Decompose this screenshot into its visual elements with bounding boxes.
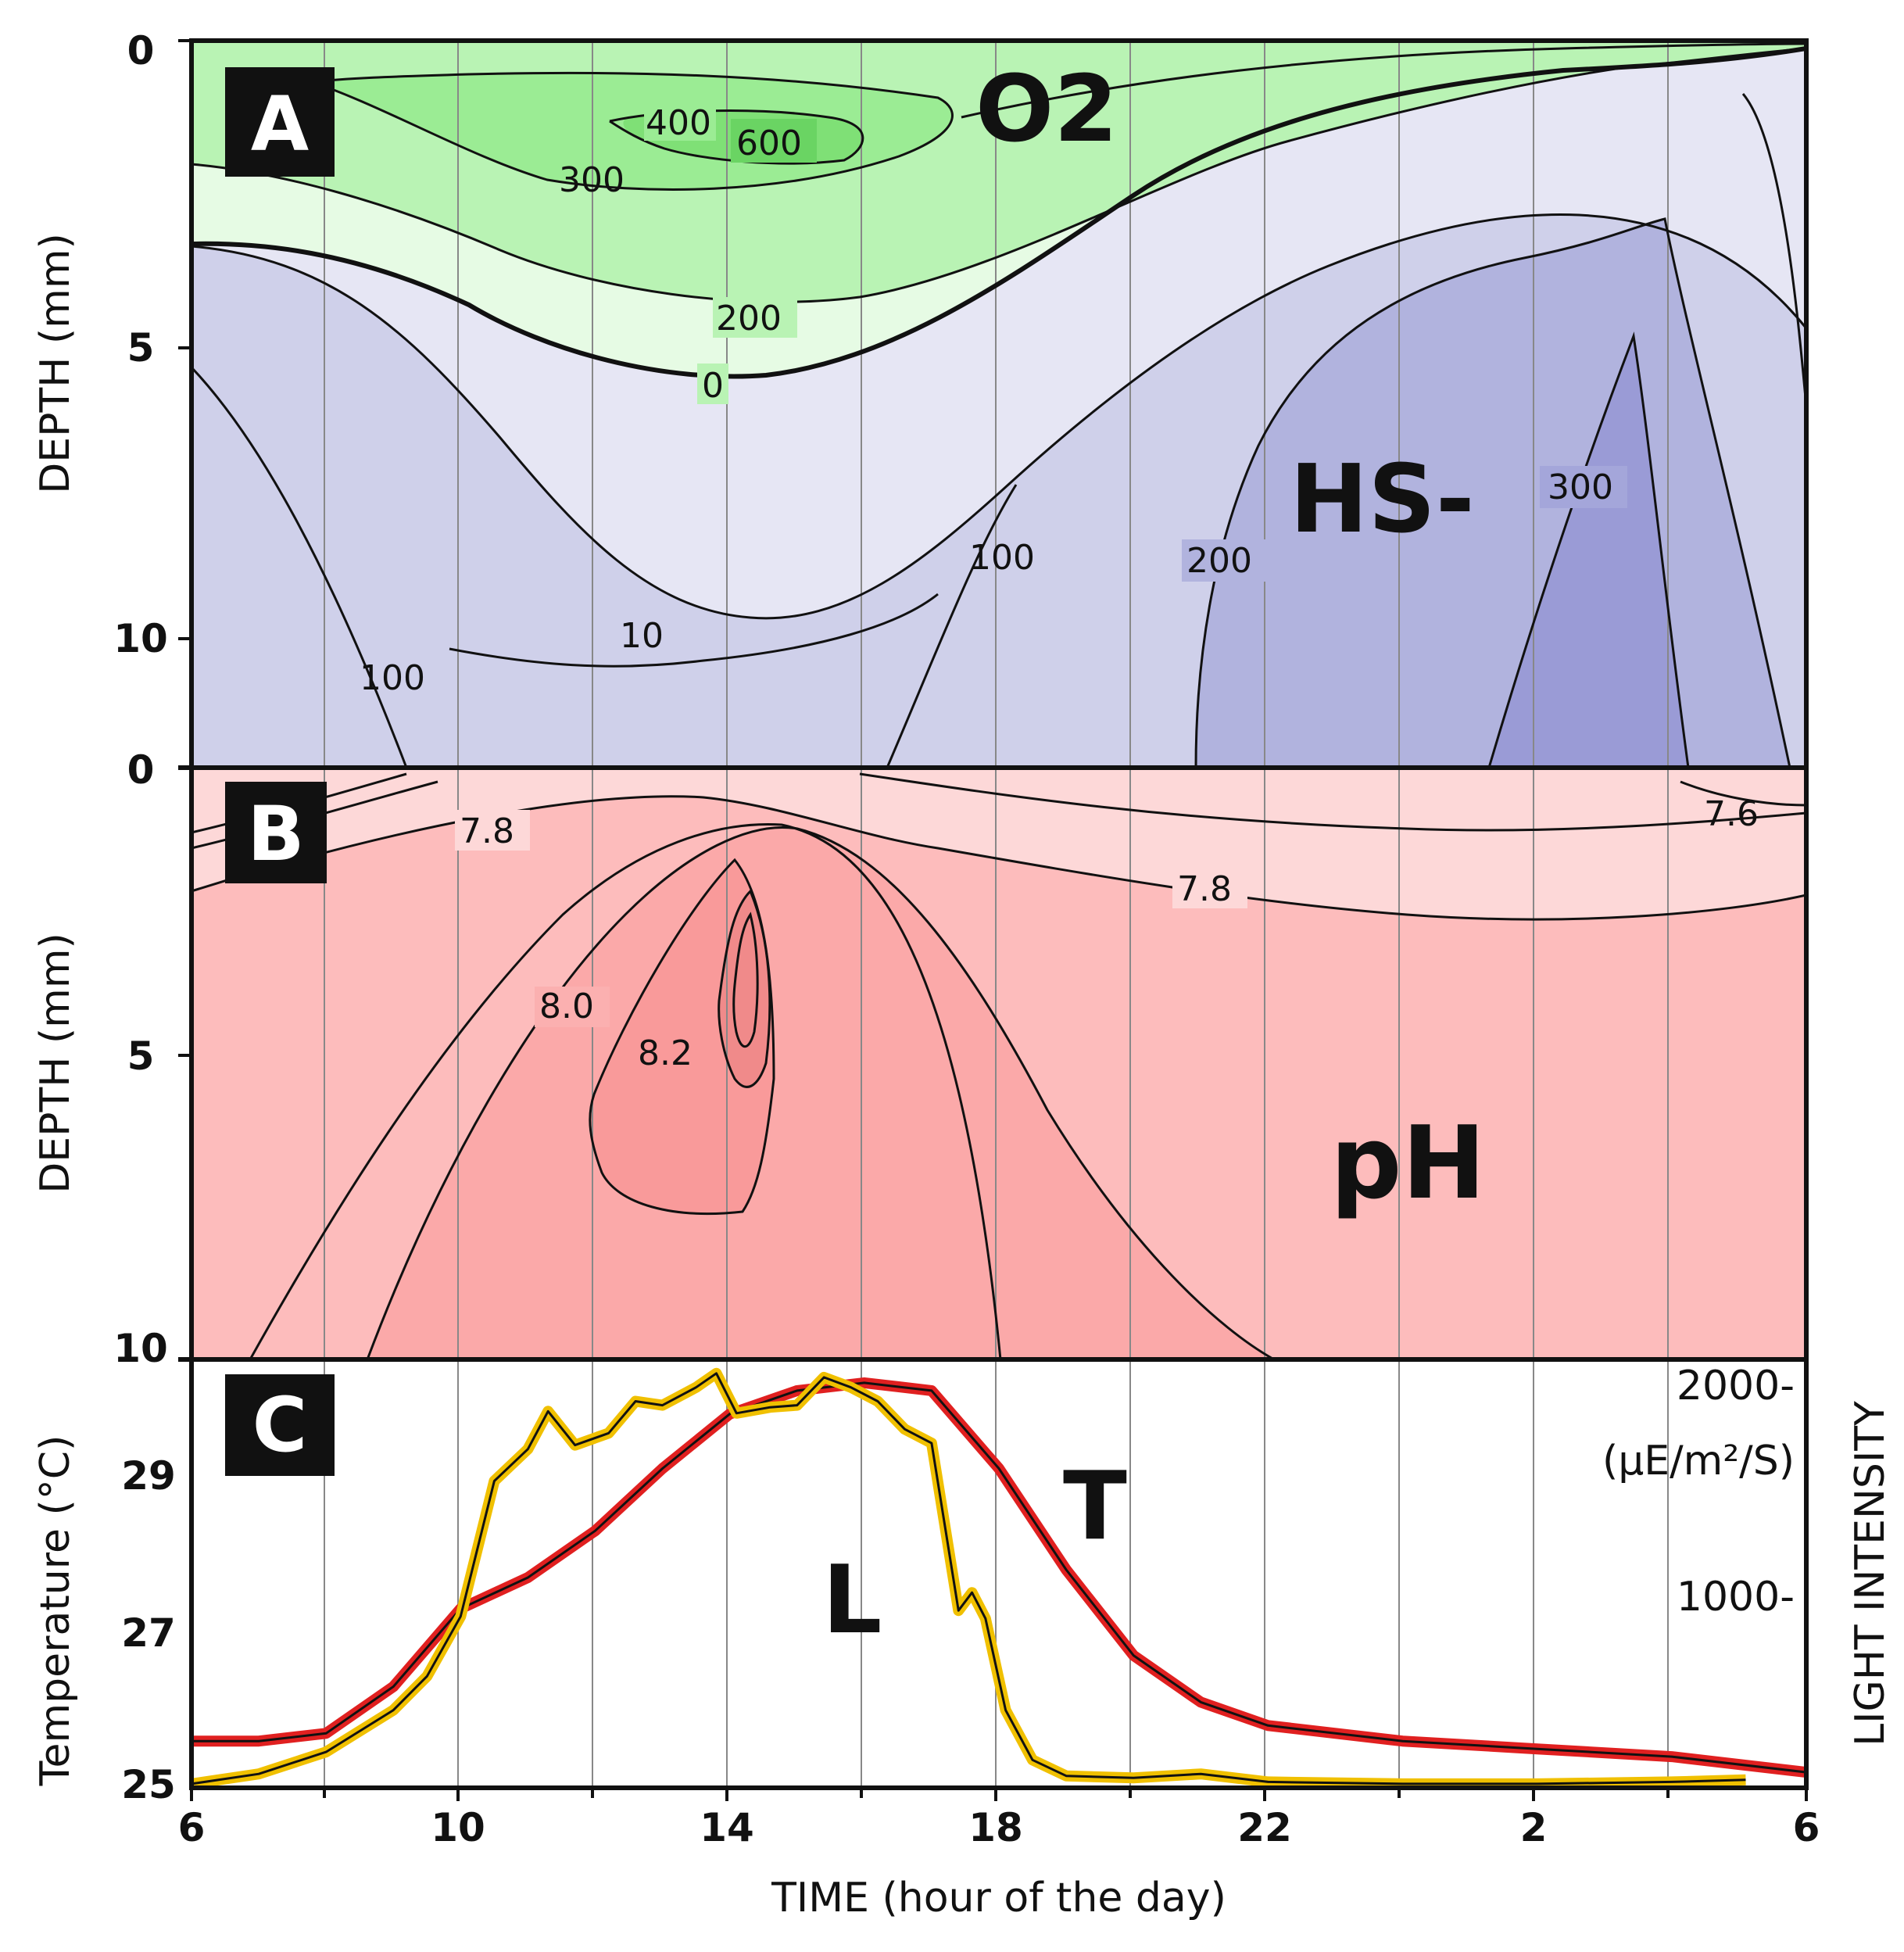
panel-b-contours	[191, 772, 1806, 1359]
ph-fill-82	[718, 891, 770, 1087]
panel-b-ytick-10: 10	[113, 1326, 168, 1371]
panel-a-ytick-0: 0	[127, 28, 155, 73]
light-axis-label: LIGHT INTENSITY	[1847, 1401, 1894, 1746]
outer-frame	[189, 38, 1809, 1790]
panel-c: C T L 29 27 25 Temperature (°C) 2000- (µ…	[32, 1359, 1894, 1922]
ph-variable-label: pH	[1330, 1105, 1486, 1222]
panel-b-ytick-0: 0	[127, 747, 155, 793]
light-tick-1000: 1000-	[1677, 1574, 1795, 1621]
panel-b-ylabel: DEPTH (mm)	[32, 933, 79, 1194]
o2-label-200: 200	[716, 299, 782, 338]
x-tick-6-end: 6	[1793, 1805, 1820, 1850]
frames	[178, 38, 1809, 1801]
x-axis-label: TIME (hour of the day)	[771, 1875, 1226, 1922]
panel-b-letter: B	[247, 790, 304, 878]
panel-a-ytick-10: 10	[113, 616, 168, 661]
ph-label-78-right: 7.8	[1177, 869, 1232, 909]
hs-label-10: 10	[620, 616, 664, 656]
x-tick-14: 14	[700, 1805, 754, 1850]
o2-species-label: O2	[975, 55, 1118, 163]
hs-contour-100-left	[191, 213, 1806, 620]
o2-contour-0	[191, 46, 1806, 379]
o2-label-0: 0	[702, 366, 724, 406]
o2-contour-200	[191, 47, 1806, 303]
x-tick-18: 18	[968, 1805, 1023, 1850]
panel-c-letter: C	[252, 1381, 307, 1469]
series-l-line	[191, 1372, 1746, 1785]
panel-a-ytick-5: 5	[127, 325, 155, 371]
bottom-tick-marks	[190, 1788, 1808, 1801]
series-t-line	[191, 1381, 1807, 1774]
ph-contour-76-right	[1680, 780, 1806, 807]
o2-label-300: 300	[559, 160, 625, 200]
hs-contour-10-mid	[449, 593, 939, 668]
light-unit: (µE/m²/S)	[1602, 1438, 1795, 1485]
panel-a-letter: A	[251, 81, 309, 168]
ph-label-82: 8.2	[638, 1033, 693, 1073]
ph-fill-8	[367, 827, 1274, 1359]
o2-label-600: 600	[736, 124, 802, 163]
temp-tick-25: 25	[121, 1762, 176, 1807]
x-tick-2: 2	[1520, 1805, 1548, 1850]
temp-axis-label: Temperature (°C)	[32, 1435, 79, 1787]
ph-contour-78-left	[191, 795, 1806, 921]
panel-a-ylabel: DEPTH (mm)	[32, 233, 79, 494]
panel-b-letter-box	[225, 782, 327, 883]
ph-contour-8	[366, 826, 1275, 1359]
panel-a-fills	[191, 41, 1806, 768]
panel-b-contour-labels: 7.8 7.8 7.6 8.0 8.2	[455, 794, 1759, 1073]
hs-contour-100-mid	[886, 484, 1018, 768]
hs-label-300: 300	[1548, 467, 1613, 507]
series-label-t: T	[1063, 1452, 1127, 1561]
panel-a-contour-labels: 400 600 300 200 0 10 100 100 200 300	[360, 103, 1627, 698]
ph-label-76: 7.6	[1704, 794, 1759, 834]
panel-a-letter-box	[225, 67, 335, 177]
x-tick-10: 10	[431, 1805, 485, 1850]
ph-label-80: 8.0	[539, 987, 594, 1026]
ph-contour-82	[718, 889, 771, 1088]
ph-contour-78-mid	[859, 772, 1806, 832]
o2-label-400: 400	[646, 103, 711, 143]
series-label-l: L	[822, 1546, 882, 1655]
hs-species-label: HS-	[1290, 446, 1475, 554]
hs-contour-300	[1487, 331, 1690, 768]
ph-contour-83	[732, 912, 759, 1048]
panel-a-contours	[191, 42, 1806, 768]
hs-label-200: 200	[1186, 541, 1252, 581]
light-tick-2000: 2000-	[1677, 1363, 1795, 1409]
ph-label-78-left: 7.8	[460, 811, 514, 851]
hs-label-100-left: 100	[360, 658, 425, 698]
left-tick-marks	[178, 39, 191, 1057]
temp-tick-27: 27	[121, 1610, 176, 1656]
ph-contour-8-inner	[589, 858, 775, 1215]
hs-fill-300	[1489, 336, 1688, 768]
hs-label-100-mid: 100	[969, 538, 1035, 578]
panel-b: 7.8 7.8 7.6 8.0 8.2 pH B 0 5 10 DEPTH (m…	[32, 747, 1806, 1371]
panel-b-fills	[191, 768, 1806, 1359]
panel-a: 400 600 300 200 0 10 100 100 200 300 O2 …	[32, 28, 1806, 768]
x-tick-22: 22	[1237, 1805, 1292, 1850]
panel-c-series	[190, 1367, 1807, 1789]
panel-b-ytick-5: 5	[127, 1033, 155, 1079]
panel-c-gridlines	[324, 1359, 1669, 1788]
o2-contour-surface	[961, 42, 1806, 119]
hs-contour-right	[1741, 93, 1806, 407]
temp-tick-29: 29	[121, 1453, 176, 1499]
x-tick-6: 6	[178, 1805, 206, 1850]
panel-c-letter-box	[225, 1374, 335, 1476]
ph-contour-8-outer	[249, 822, 1002, 1359]
o2-contour-400	[609, 109, 864, 165]
ph-fill-top	[191, 768, 1806, 919]
panel-c-bg	[191, 1359, 1806, 1788]
o2-contour-300	[312, 71, 954, 191]
hs-contour-10	[191, 366, 408, 768]
